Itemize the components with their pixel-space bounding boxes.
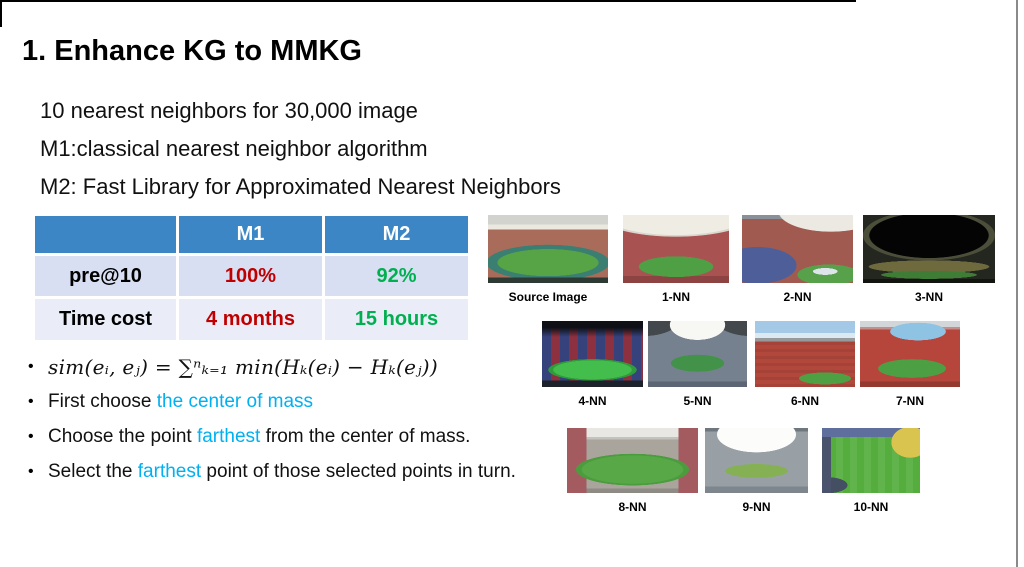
stadium-photo-3nn [863, 215, 995, 283]
bullet-text-pre: Select the [48, 461, 138, 482]
stadium-tile-1nn: 1-NN [623, 215, 729, 304]
stadium-caption: 7-NN [895, 394, 924, 408]
stadium-caption: 10-NN [853, 500, 889, 514]
bullet-item-farthest-point: • Choose the point farthest from the cen… [28, 426, 538, 448]
table-header-blank [35, 216, 176, 253]
bullet-item-formula: • sim(eᵢ, eⱼ) = ∑ⁿₖ₌₁ min(Hₖ(eᵢ) − Hₖ(eⱼ… [28, 356, 538, 378]
stadium-caption: 4-NN [578, 394, 607, 408]
stadium-photo-9nn [705, 428, 808, 493]
stadium-photo-10nn [822, 428, 920, 493]
bullet-text: First choose the center of mass [48, 391, 313, 413]
bullet-item-select-farthest: • Select the farthest point of those sel… [28, 461, 538, 483]
stadium-caption: 6-NN [790, 394, 819, 408]
window-left-border [0, 0, 2, 27]
stadium-tile-10nn: 10-NN [822, 428, 920, 514]
table-cell-pre10-m1: 100% [179, 256, 322, 296]
table-row-label-timecost: Time cost [35, 299, 176, 340]
stadium-caption: Source Image [508, 290, 588, 304]
stadium-tile-6nn: 6-NN [755, 321, 855, 408]
stadium-caption: 1-NN [661, 290, 690, 304]
stadium-tile-2nn: 2-NN [742, 215, 853, 304]
bullet-text-post: from the center of mass. [260, 426, 471, 447]
highlight-text: farthest [137, 461, 202, 482]
stadium-photo-8nn [567, 428, 698, 493]
bullet-dot: • [28, 428, 34, 445]
bullet-text-pre: First choose [48, 391, 157, 412]
table-header-m1: M1 [179, 216, 322, 253]
bullet-dot: • [28, 393, 34, 410]
stadium-tile-9nn: 9-NN [705, 428, 808, 514]
bullet-text: Select the farthest point of those selec… [48, 461, 516, 483]
bullet-dot: • [28, 463, 34, 480]
table-row-label-pre10: pre@10 [35, 256, 176, 296]
stadium-tile-3nn: 3-NN [863, 215, 995, 304]
bullet-text-pre: Choose the point [48, 426, 197, 447]
formula-text: sim(eᵢ, eⱼ) = ∑ⁿₖ₌₁ min(Hₖ(eᵢ) − Hₖ(eⱼ)) [48, 355, 438, 379]
table-cell-timecost-m1: 4 months [179, 299, 322, 340]
intro-line-3: M2: Fast Library for Approximated Neares… [40, 174, 561, 199]
bullet-item-center-of-mass: • First choose the center of mass [28, 391, 538, 413]
comparison-table: M1 M2 pre@10 100% 92% Time cost 4 months… [35, 216, 468, 340]
intro-text: 10 nearest neighbors for 30,000 image M1… [40, 92, 561, 206]
stadium-caption: 9-NN [742, 500, 771, 514]
bullet-list: • sim(eᵢ, eⱼ) = ∑ⁿₖ₌₁ min(Hₖ(eᵢ) − Hₖ(eⱼ… [28, 356, 538, 496]
highlight-text: farthest [196, 426, 261, 447]
highlight-text: the center of mass [156, 391, 314, 412]
table-header-m2: M2 [325, 216, 468, 253]
table-cell-pre10-m2: 92% [325, 256, 468, 296]
stadium-photo-2nn [742, 215, 853, 283]
bullet-text-post: point of those selected points in turn. [201, 461, 516, 482]
slide-title: 1. Enhance KG to MMKG [22, 35, 362, 68]
stadium-tile-8nn: 8-NN [567, 428, 698, 514]
window-right-border [1016, 0, 1018, 567]
stadium-caption: 2-NN [783, 290, 812, 304]
stadium-tile-7nn: 7-NN [860, 321, 960, 408]
stadium-photo-4nn [542, 321, 643, 387]
stadium-tile-4nn: 4-NN [542, 321, 643, 408]
intro-line-2: M1:classical nearest neighbor algorithm [40, 136, 428, 161]
window-top-border [0, 0, 856, 2]
stadium-caption: 5-NN [683, 394, 712, 408]
stadium-caption: 8-NN [618, 500, 647, 514]
stadium-tile-5nn: 5-NN [648, 321, 747, 408]
stadium-photo-5nn [648, 321, 747, 387]
stadium-photo-1nn [623, 215, 729, 283]
stadium-photo-7nn [860, 321, 960, 387]
bullet-text: Choose the point farthest from the cente… [48, 426, 470, 448]
stadium-photo-6nn [755, 321, 855, 387]
stadium-photo-source [488, 215, 608, 283]
bullet-dot: • [28, 358, 34, 375]
intro-line-1: 10 nearest neighbors for 30,000 image [40, 98, 418, 123]
stadium-tile-source: Source Image [488, 215, 608, 304]
table-cell-timecost-m2: 15 hours [325, 299, 468, 340]
stadium-caption: 3-NN [914, 290, 943, 304]
